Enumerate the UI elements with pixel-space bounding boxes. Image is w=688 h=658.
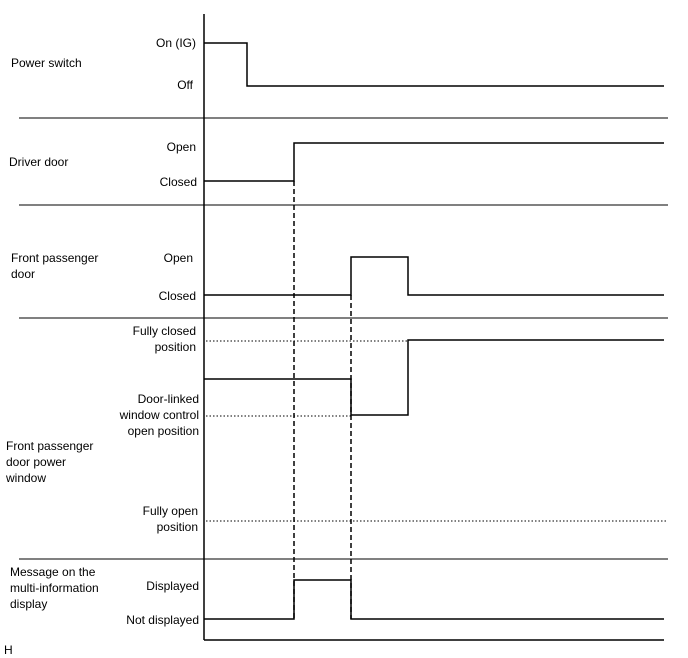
level-not-displayed: Not displayed — [126, 613, 199, 627]
figure-code: H — [4, 643, 13, 657]
level-fully-closed: position — [155, 340, 196, 354]
level-fully-open: position — [157, 520, 198, 534]
signal-name-front-passenger-door: Front passenger — [11, 251, 98, 265]
level-on-ig: On (IG) — [156, 36, 196, 50]
signal-name-power-window: Front passenger — [6, 439, 93, 453]
signal-name-front-passenger-door: door — [11, 267, 35, 281]
signal-name-power-window: window — [5, 471, 46, 485]
level-open: Open — [164, 251, 193, 265]
level-fully-closed: Fully closed — [133, 324, 196, 338]
level-fully-open: Fully open — [143, 504, 198, 518]
level-closed: Closed — [160, 175, 197, 189]
signal-name-message: Message on the — [10, 565, 96, 579]
waveform-front-passenger-door — [204, 256, 664, 296]
level-displayed: Displayed — [146, 579, 199, 593]
signal-name-message: multi-information — [10, 581, 99, 595]
signal-name-message: display — [10, 597, 47, 611]
level-closed: Closed — [159, 289, 196, 303]
signal-name-driver-door: Driver door — [9, 155, 68, 169]
level-door-linked-open: window control — [119, 408, 199, 422]
signal-name-power-switch: Power switch — [11, 56, 82, 70]
level-off: Off — [177, 78, 193, 92]
waveform-power-switch — [204, 42, 664, 87]
waveform-message — [204, 579, 664, 620]
level-open: Open — [167, 140, 196, 154]
waveform-driver-door — [204, 142, 664, 182]
signal-name-power-window: door power — [6, 455, 66, 469]
level-door-linked-open: Door-linked — [138, 392, 199, 406]
waveform-power-window — [204, 339, 664, 416]
level-door-linked-open: open position — [128, 424, 199, 438]
